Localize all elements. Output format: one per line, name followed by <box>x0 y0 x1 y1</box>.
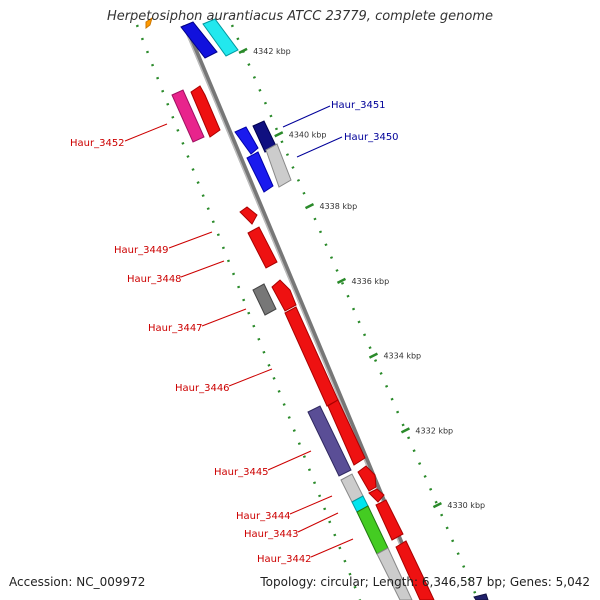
gene-haur-3449-small[interactable] <box>239 206 258 225</box>
gene-haur-3443-small[interactable] <box>368 488 385 503</box>
leader-haur-3450 <box>296 136 343 158</box>
outer-guide-left <box>135 24 362 600</box>
genes-left <box>145 16 435 600</box>
gene-top-blue[interactable] <box>180 21 218 59</box>
tick-mark <box>368 352 379 359</box>
gene-haur-3445-purple[interactable] <box>307 405 352 477</box>
tick-label: 4340 kbp <box>289 130 327 139</box>
leader-haur-3447 <box>201 308 247 327</box>
tick-mark <box>238 47 248 54</box>
tick-label: 4342 kbp <box>253 47 291 56</box>
label-haur-3447[interactable]: Haur_3447 <box>148 323 203 334</box>
leader-haur-3443 <box>297 512 339 533</box>
leader-haur-3449 <box>168 231 213 249</box>
label-haur-3449[interactable]: Haur_3449 <box>114 245 169 256</box>
leader-haur-3448 <box>180 260 225 278</box>
label-haur-3445[interactable]: Haur_3445 <box>214 467 269 478</box>
gene-haur-3442[interactable] <box>395 540 435 600</box>
gene-haur-3452[interactable] <box>190 85 221 138</box>
tick-label: 4332 kbp <box>415 426 453 435</box>
gene-haur-3447[interactable] <box>271 279 297 312</box>
leader-haur-3452 <box>124 123 168 142</box>
topology-text: Topology: circular; Length: 6,346,587 bp… <box>260 575 590 589</box>
tick-mark <box>432 502 442 509</box>
kbp-ticks: 4342 kbp 4340 kbp 4338 kbp 4336 kbp 4334 kbp… <box>238 47 485 510</box>
tick-label: 4334 kbp <box>383 352 421 361</box>
gene-top-orange[interactable] <box>145 16 153 29</box>
gene-labels: Haur_3452 Haur_3451 Haur_3450 Haur_3449 … <box>70 100 399 565</box>
label-haur-3448[interactable]: Haur_3448 <box>127 274 182 285</box>
leader-haur-3451 <box>282 105 331 128</box>
leader-haur-3444 <box>289 495 333 515</box>
tick-mark <box>336 277 347 284</box>
accession-text: Accession: NC_009972 <box>9 575 146 589</box>
tick-label: 4338 kbp <box>319 202 357 211</box>
gene-haur-3442-grey[interactable] <box>376 547 413 600</box>
tick-mark <box>400 427 410 434</box>
gene-haur-3448[interactable] <box>247 226 278 269</box>
label-haur-3444[interactable]: Haur_3444 <box>236 511 291 522</box>
tick-label: 4336 kbp <box>351 277 389 286</box>
gene-haur-3442-red[interactable] <box>375 499 404 541</box>
label-haur-3451[interactable]: Haur_3451 <box>331 100 386 111</box>
leader-lines <box>124 105 354 558</box>
gene-haur-3450[interactable] <box>265 143 292 188</box>
tick-label: 4330 kbp <box>447 501 485 510</box>
gene-haur-3451-blue[interactable] <box>234 126 259 155</box>
tick-mark <box>304 203 315 210</box>
label-haur-3450[interactable]: Haur_3450 <box>344 132 399 143</box>
label-haur-3452[interactable]: Haur_3452 <box>70 138 125 149</box>
label-haur-3446[interactable]: Haur_3446 <box>175 383 230 394</box>
label-haur-3443[interactable]: Haur_3443 <box>244 529 299 540</box>
label-haur-3442[interactable]: Haur_3442 <box>257 554 312 565</box>
gene-haur-3450-blue[interactable] <box>246 151 274 193</box>
gene-haur-3447-grey[interactable] <box>252 283 277 316</box>
tick-mark <box>274 131 284 138</box>
genome-title: Herpetosiphon aurantiacus ATCC 23779, co… <box>106 9 494 24</box>
leader-haur-3445 <box>267 450 312 471</box>
gene-bottom-navy[interactable] <box>473 593 489 600</box>
gene-haur-3445[interactable] <box>327 399 366 466</box>
genes-right <box>180 18 489 600</box>
leader-haur-3446 <box>228 368 273 387</box>
leader-haur-3442 <box>310 538 354 558</box>
gene-haur-3444-red[interactable] <box>357 465 377 492</box>
gene-haur-3452-magenta[interactable] <box>171 89 205 143</box>
gene-top-cyan[interactable] <box>202 18 239 57</box>
